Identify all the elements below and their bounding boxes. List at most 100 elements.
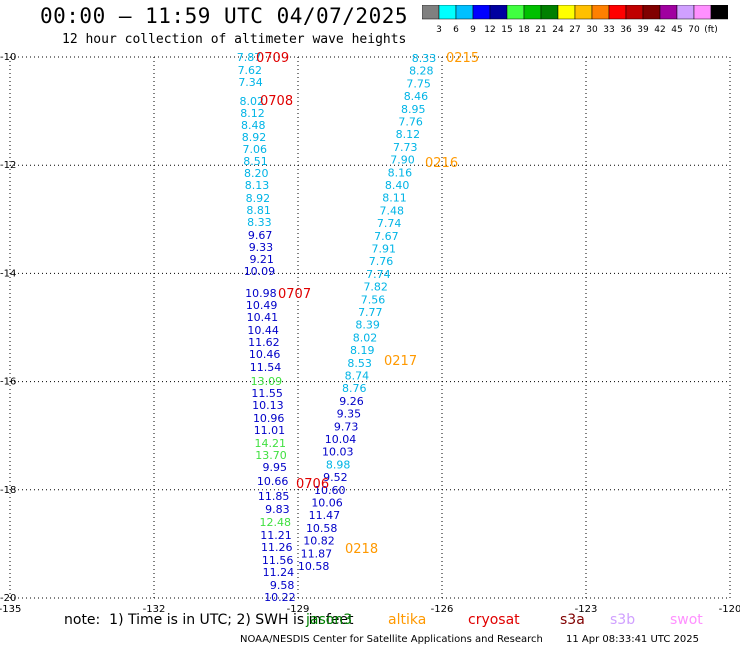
graticule	[9, 56, 731, 599]
wave-height-label: 7.76	[369, 255, 394, 268]
wave-height-label: 8.16	[388, 166, 413, 179]
legend-label: 12	[484, 25, 495, 35]
lat-tick-label: -20	[0, 593, 16, 604]
satellite-name-altika: altika	[388, 612, 427, 628]
wave-height-label: 10.22	[264, 591, 296, 604]
wave-height-label: 8.39	[355, 319, 380, 332]
legend-label: 70	[688, 25, 700, 35]
page-subtitle: 12 hour collection of altimeter wave hei…	[62, 32, 407, 47]
wave-height-label: 9.67	[248, 229, 273, 242]
wave-height-label: 8.28	[409, 65, 434, 78]
wave-height-label: 10.60	[314, 484, 346, 497]
wave-height-label: 10.03	[322, 446, 354, 459]
lon-tick-label: -129	[287, 604, 310, 615]
pass-time-label: 0708	[260, 94, 293, 109]
wave-height-label: 7.77	[358, 306, 383, 319]
pass-time-label: 0218	[345, 542, 378, 557]
wave-height-label: 8.12	[240, 107, 265, 120]
legend-label: 21	[535, 25, 546, 35]
wave-height-label: 11.55	[251, 387, 283, 400]
wave-height-label: 8.76	[342, 382, 367, 395]
legend-label: (ft)	[704, 25, 718, 35]
wave-height-label: 11.26	[261, 541, 293, 554]
satellite-name-jason3: jason3	[306, 612, 353, 628]
wave-height-label: 7.48	[380, 204, 405, 217]
lat-tick-label: -10	[0, 52, 16, 63]
satellite-legend: jason3 altika cryosat s3a s3b swot	[306, 612, 726, 632]
wave-height-label: 7.75	[406, 77, 431, 90]
wave-height-label: 10.66	[257, 475, 289, 488]
wave-height-label: 8.74	[345, 370, 370, 383]
lon-tick-label: -135	[0, 604, 21, 615]
wave-height-label: 8.33	[247, 216, 272, 229]
wave-height-label: 9.58	[270, 579, 295, 592]
wave-height-label: 11.85	[258, 490, 290, 503]
footer-note: note: 1) Time is in UTC; 2) SWH is in fe…	[64, 612, 354, 628]
wave-height-label: 9.95	[263, 461, 288, 474]
pass-time-label: 0216	[425, 156, 458, 171]
wave-height-label: 8.51	[243, 155, 268, 168]
legend-label: 24	[552, 25, 564, 35]
wave-height-label: 8.11	[382, 192, 407, 205]
wave-height-label: 7.74	[366, 268, 391, 281]
wave-height-label: 7.67	[374, 230, 399, 243]
wave-height-label: 9.73	[334, 420, 359, 433]
pass-time-label: 0706	[296, 477, 329, 492]
wave-height-label: 10.49	[246, 299, 278, 312]
wave-height-label: 8.53	[347, 357, 372, 370]
wave-height-label: 8.33	[412, 52, 437, 65]
satellite-name-cryosat: cryosat	[468, 612, 520, 628]
page-title: 00:00 – 11:59 UTC 04/07/2025	[40, 4, 409, 28]
lat-tick-label: -12	[0, 160, 16, 171]
wave-height-label: 7.87	[237, 51, 262, 64]
satellite-name-s3a: s3a	[560, 612, 585, 628]
wave-height-label: 9.21	[249, 253, 274, 266]
wave-height-label: 7.56	[361, 293, 386, 306]
pass-time-label: 0709	[256, 51, 289, 66]
pass-time-label: 0217	[384, 354, 417, 369]
credit-line: NOAA/NESDIS Center for Satellite Applica…	[240, 634, 543, 645]
wave-height-label: 11.01	[254, 424, 286, 437]
wave-height-label: 9.26	[339, 395, 364, 408]
wave-height-label: 7.82	[363, 281, 388, 294]
legend-label: 27	[569, 25, 580, 35]
wave-height-label: 8.48	[241, 119, 266, 132]
wave-height-label: 9.83	[265, 503, 290, 516]
legend-swatch	[710, 5, 728, 20]
wave-height-label: 8.20	[244, 167, 269, 180]
wave-height-label: 9.33	[249, 241, 274, 254]
wave-height-label: 10.46	[249, 348, 281, 361]
wave-height-label: 10.06	[311, 497, 343, 510]
wave-height-label: 12.48	[259, 516, 291, 529]
wave-height-label: 11.21	[260, 529, 292, 542]
legend-label: 9	[470, 25, 476, 35]
wave-height-label: 8.40	[385, 179, 410, 192]
wave-height-label: 10.44	[247, 324, 279, 337]
wave-height-label: 7.74	[377, 217, 402, 230]
wave-height-label: 14.21	[255, 437, 287, 450]
legend-label: 45	[671, 25, 682, 35]
lon-tick-label: -126	[431, 604, 454, 615]
generated-timestamp: 11 Apr 08:33:41 UTC 2025	[566, 634, 699, 645]
wave-height-label: 8.92	[242, 131, 267, 144]
legend-label: 36	[620, 25, 632, 35]
lat-tick-label: -14	[0, 268, 16, 279]
wave-height-label: 11.24	[263, 566, 295, 579]
pass-time-label: 0707	[278, 287, 311, 302]
wave-height-label: 10.41	[247, 311, 279, 324]
wave-height-label: 10.82	[303, 535, 335, 548]
lat-tick-label: -18	[0, 485, 16, 496]
wave-height-label: 7.76	[398, 116, 423, 129]
wave-height-label: 7.06	[243, 143, 268, 156]
wave-height-label: 10.98	[245, 287, 277, 300]
legend-label: 33	[603, 25, 614, 35]
lat-tick-label: -16	[0, 377, 16, 388]
wave-height-label: 7.34	[238, 76, 263, 89]
wave-height-label: 8.13	[245, 179, 270, 192]
lon-tick-label: -132	[143, 604, 166, 615]
wave-height-label: 9.35	[337, 408, 362, 421]
wave-height-label: 9.52	[323, 471, 348, 484]
satellite-name-swot: swot	[670, 612, 703, 628]
wave-height-label: 10.13	[252, 399, 284, 412]
